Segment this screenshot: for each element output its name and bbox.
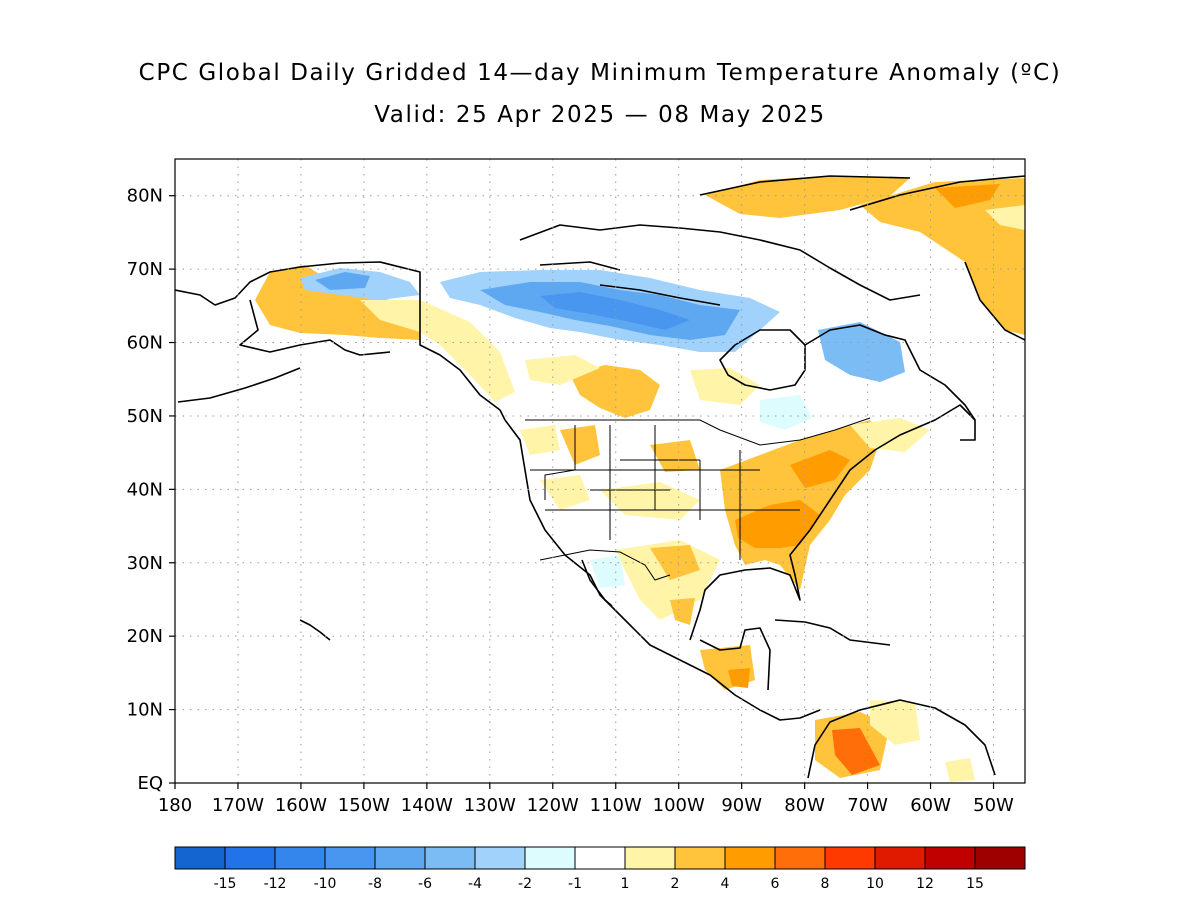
- colorbar-label: 8: [821, 876, 830, 892]
- colorbar-label: 6: [771, 876, 780, 892]
- colorbar-swatch: [824, 846, 876, 870]
- colorbar-label: 4: [721, 876, 730, 892]
- colorbar-swatch: [924, 846, 976, 870]
- colorbar-label: -2: [518, 876, 532, 892]
- coastlines: [175, 175, 1025, 779]
- colorbar-swatch: [724, 846, 776, 870]
- lat-tick-label: 40N: [127, 479, 163, 500]
- lon-tick-label: 50W: [973, 795, 1014, 816]
- colorbar-label: 12: [916, 876, 934, 892]
- lon-tick-label: 180: [158, 795, 192, 816]
- colorbar-label: -12: [264, 876, 287, 892]
- colorbar-swatch: [774, 846, 826, 870]
- map-frame: [174, 158, 1026, 784]
- colorbar-label: -4: [468, 876, 482, 892]
- lat-tick-label: 50N: [127, 406, 163, 427]
- lon-tick-label: 110W: [590, 795, 642, 816]
- labrador-cold-anomaly: [818, 322, 905, 382]
- greenland-light-warm-anomaly: [985, 205, 1025, 230]
- yukon-light-warm-anomaly: [360, 300, 515, 402]
- lat-tick-label: 30N: [127, 553, 163, 574]
- map-title: CPC Global Daily Gridded 14—day Minimum …: [138, 60, 1062, 86]
- lon-tick-label: 140W: [401, 795, 453, 816]
- lon-tick-label: 170W: [212, 795, 264, 816]
- colorbar-label: 2: [671, 876, 680, 892]
- colorbar-label: -10: [314, 876, 337, 892]
- lat-tick-label: 20N: [127, 626, 163, 647]
- colombia-hot-anomaly: [832, 728, 880, 775]
- lon-tick-label: 150W: [338, 795, 390, 816]
- colorbar-label: -15: [214, 876, 237, 892]
- map-area: [175, 159, 1025, 783]
- colorbar-swatch: [974, 846, 1026, 870]
- lat-tick-label: 60N: [127, 333, 163, 354]
- colorbar-label: 15: [966, 876, 984, 892]
- colorbar-swatch: [274, 846, 326, 870]
- colorbar-swatch: [424, 846, 476, 870]
- colorbar-label: 1: [621, 876, 630, 892]
- lon-tick-label: 70W: [847, 795, 888, 816]
- longitude-axis: 180 170W 160W 150W 140W 130W 120W 110W 100W 90W 80…: [158, 783, 1014, 816]
- greenland-strong-warm-anomaly: [935, 184, 1000, 208]
- lat-tick-label: 70N: [127, 259, 163, 280]
- anomaly-fill: [255, 176, 1025, 782]
- colorbar: -15 -12 -10 -8 -6 -4 -2 -1 1 2 4 6 8 10 12 15: [174, 846, 1026, 892]
- lon-tick-label: 60W: [910, 795, 951, 816]
- colorbar-swatch: [324, 846, 376, 870]
- colorbar-swatch: [524, 846, 576, 870]
- borders: [419, 272, 871, 581]
- colorbar-swatch: [574, 846, 626, 870]
- greenland-warm-anomaly: [860, 178, 1025, 335]
- colorbar-label: -6: [418, 876, 432, 892]
- colorbar-label: -8: [368, 876, 382, 892]
- colorbar-swatch: [624, 846, 676, 870]
- colorbar-swatch: [174, 846, 226, 870]
- northern-rockies-warm-anomaly: [560, 425, 600, 465]
- colorbar-label: -1: [568, 876, 582, 892]
- colorbar-swatch: [474, 846, 526, 870]
- colorbar-swatch: [374, 846, 426, 870]
- map-subtitle: Valid: 25 Apr 2025 — 08 May 2025: [374, 102, 826, 128]
- colorbar-swatch: [874, 846, 926, 870]
- ellesmere-warm-anomaly: [705, 176, 910, 218]
- lat-tick-label: 10N: [127, 700, 163, 721]
- lon-tick-label: 160W: [275, 795, 327, 816]
- prairies-warm-anomaly: [570, 365, 660, 418]
- lat-tick-label: EQ: [137, 773, 163, 794]
- colorbar-swatch: [674, 846, 726, 870]
- colorbar-swatch: [224, 846, 276, 870]
- lon-tick-label: 100W: [653, 795, 705, 816]
- lon-tick-label: 130W: [464, 795, 516, 816]
- colorbar-label: 10: [866, 876, 884, 892]
- lat-tick-label: 80N: [127, 186, 163, 207]
- lon-tick-label: 120W: [527, 795, 579, 816]
- lon-tick-label: 90W: [721, 795, 762, 816]
- alaska-warm-anomaly: [255, 265, 420, 340]
- latitude-axis: EQ 10N 20N 30N 40N 50N 60N 70N 80N: [127, 186, 175, 794]
- lon-tick-label: 80W: [784, 795, 825, 816]
- lat-lon-grid: [175, 159, 1025, 783]
